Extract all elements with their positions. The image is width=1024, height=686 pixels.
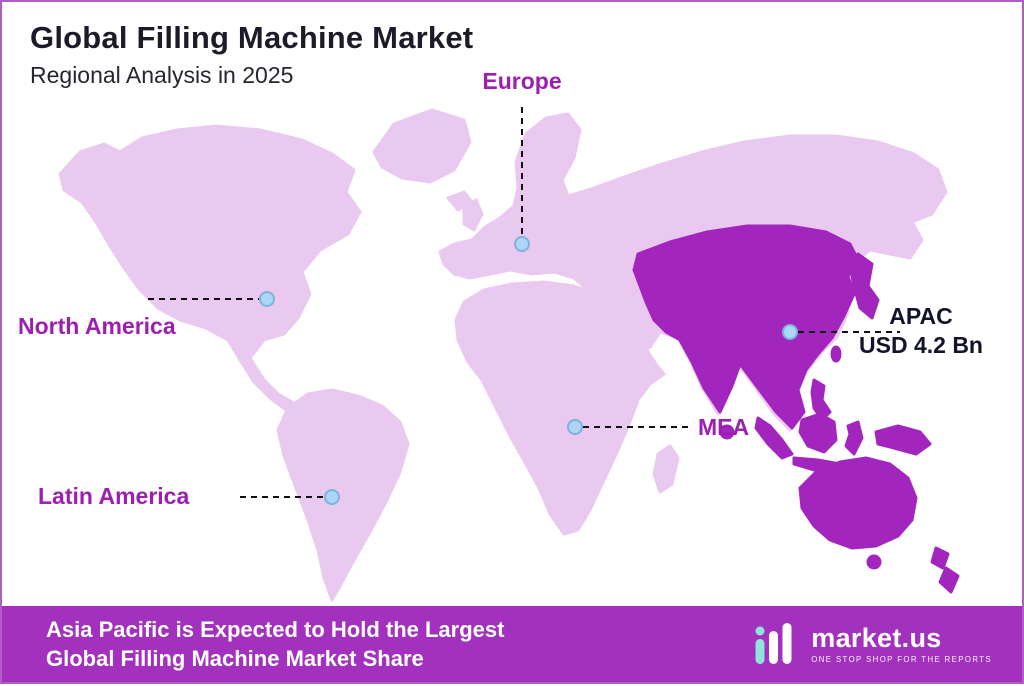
- footer-bar: Asia Pacific is Expected to Hold the Lar…: [2, 606, 1022, 682]
- apac-marker: [782, 324, 798, 340]
- land-australia: [798, 456, 918, 550]
- land-greenland: [372, 108, 472, 184]
- market-us-logo-textblock: market.us ONE STOP SHOP FOR THE REPORTS: [811, 624, 992, 664]
- land-north-america: [58, 124, 362, 412]
- market-us-logo-icon: [755, 623, 792, 664]
- footer-text-line1: Asia Pacific is Expected to Hold the Lar…: [46, 617, 505, 642]
- apac-label-block: APAC USD 4.2 Bn: [846, 302, 996, 360]
- land-south-america: [276, 388, 410, 602]
- land-borneo: [798, 412, 838, 454]
- north-america-label: North America: [18, 313, 176, 339]
- page-subtitle: Regional Analysis in 2025: [30, 62, 294, 88]
- apac-value: USD 4.2 Bn: [859, 332, 983, 358]
- land-sumatra: [754, 416, 794, 460]
- latin-america-marker: [324, 489, 340, 505]
- page-title: Global Filling Machine Market: [30, 20, 474, 55]
- land-africa: [454, 280, 666, 536]
- land-new-zealand: [930, 546, 960, 594]
- mea-marker: [567, 419, 583, 435]
- header: Global Filling Machine Market Regional A…: [30, 20, 473, 89]
- land-new-guinea: [874, 424, 932, 456]
- land-apac-mainland: [632, 224, 860, 430]
- footer-text-line2: Global Filling Machine Market Share: [46, 646, 424, 671]
- latin-america-label: Latin America: [38, 483, 190, 509]
- footer-text: Asia Pacific is Expected to Hold the Lar…: [46, 615, 504, 673]
- market-us-logo: market.us ONE STOP SHOP FOR THE REPORTS: [751, 620, 992, 668]
- market-us-logo-tagline: ONE STOP SHOP FOR THE REPORTS: [811, 655, 992, 664]
- land-madagascar: [652, 444, 680, 494]
- land-japan: [848, 252, 880, 320]
- north-america-marker: [259, 291, 275, 307]
- market-us-logo-text: market.us: [811, 623, 942, 653]
- europe-label: Europe: [482, 68, 562, 94]
- land-sri-lanka: [719, 424, 735, 440]
- land-taiwan: [830, 345, 842, 363]
- mea-label: MEA: [698, 414, 750, 440]
- land-tasmania: [866, 554, 882, 570]
- apac-label: APAC: [889, 303, 953, 329]
- land-sulawesi: [844, 420, 864, 456]
- europe-marker: [514, 236, 530, 252]
- land-united-kingdom: [462, 198, 484, 232]
